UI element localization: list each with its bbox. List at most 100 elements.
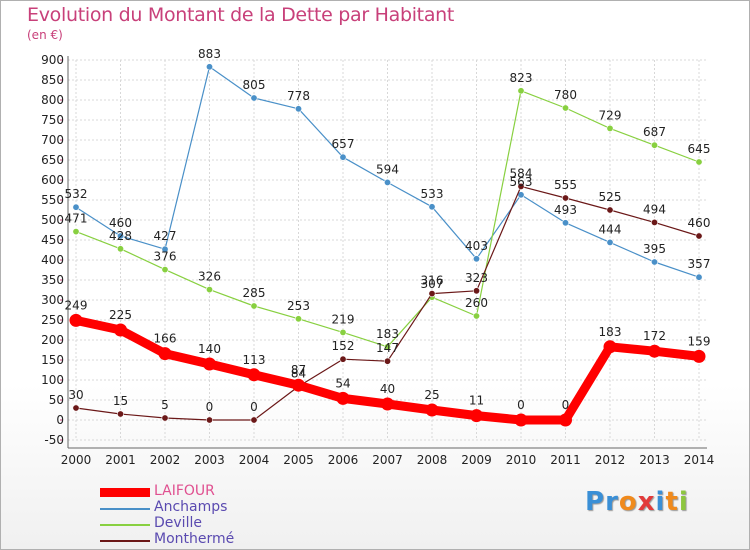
data-label: 316 [421, 274, 444, 288]
data-point [650, 218, 658, 226]
data-point [470, 409, 483, 423]
data-label: 493 [554, 203, 577, 217]
data-point [606, 238, 614, 246]
x-tick-label: 2007 [372, 453, 403, 467]
x-tick-label: 2012 [595, 453, 626, 467]
y-tick-label: 750 [41, 113, 64, 127]
data-label: 460 [688, 216, 711, 230]
data-point [206, 63, 214, 71]
x-tick-label: 2011 [550, 453, 581, 467]
data-point [561, 219, 569, 227]
logo-letter: P [585, 487, 606, 517]
data-label: 183 [599, 325, 622, 339]
y-tick-label: 200 [41, 333, 64, 347]
data-label: 471 [65, 212, 88, 226]
y-tick-label: 550 [41, 193, 64, 207]
data-point [161, 414, 169, 422]
data-point [250, 94, 258, 102]
data-point [606, 206, 614, 214]
x-tick-label: 2014 [684, 453, 715, 467]
logo-letter: i [678, 487, 689, 517]
logo-letter: i [655, 487, 666, 517]
y-tick-label: 250 [41, 313, 64, 327]
x-tick-label: 2004 [239, 453, 270, 467]
y-tick-label: 400 [41, 253, 64, 267]
legend-label: LAIFOUR [154, 483, 215, 499]
data-label: 525 [599, 190, 622, 204]
data-point [648, 344, 661, 358]
data-label: 563 [510, 175, 533, 189]
data-point [383, 357, 391, 365]
y-tick-label: 600 [41, 173, 64, 187]
series-layer [69, 63, 706, 427]
data-point [72, 203, 80, 211]
chart-title: Evolution du Montant de la Dette par Hab… [27, 4, 455, 26]
data-label: 307 [421, 277, 444, 291]
data-point [247, 368, 261, 382]
data-label: 780 [554, 88, 577, 102]
y-tick-label: 850 [41, 73, 64, 87]
logo-letter: t [665, 487, 679, 517]
data-point [692, 349, 706, 363]
data-label: 533 [421, 187, 444, 201]
data-point [117, 410, 125, 418]
y-tick-label: 900 [41, 53, 64, 67]
data-label: 253 [287, 299, 310, 313]
data-label: 494 [643, 202, 666, 216]
data-label: 657 [332, 137, 355, 151]
logo-letter: x [637, 487, 656, 517]
data-point [428, 203, 436, 211]
data-label: 444 [599, 222, 622, 236]
data-label: 140 [198, 342, 221, 356]
data-label: 823 [510, 71, 533, 85]
data-point [383, 343, 391, 351]
data-point [517, 87, 525, 95]
data-label: 166 [154, 332, 177, 346]
data-point [72, 404, 80, 412]
data-point [514, 413, 528, 427]
data-point [294, 105, 302, 113]
x-tick-label: 2003 [194, 453, 225, 467]
data-label: 532 [65, 187, 88, 201]
data-point [69, 313, 83, 327]
data-label: 0 [517, 398, 525, 412]
legend-swatch [100, 508, 150, 510]
data-label: 285 [243, 286, 266, 300]
data-label: 159 [688, 334, 711, 348]
data-label: 219 [332, 312, 355, 326]
y-tick-label: 500 [41, 213, 64, 227]
y-tick-label: 100 [41, 373, 64, 387]
data-point [292, 378, 305, 392]
data-point [117, 232, 125, 240]
y-tick-label: 800 [41, 93, 64, 107]
data-point [559, 413, 572, 427]
data-label: 584 [510, 166, 533, 180]
data-label: 687 [643, 125, 666, 139]
data-label: 428 [109, 229, 132, 243]
x-tick-label: 2002 [150, 453, 181, 467]
data-point [695, 158, 703, 166]
data-label: 87 [291, 363, 306, 377]
data-point [695, 273, 703, 281]
legend-swatch [100, 524, 150, 526]
y-tick-label: -50 [44, 433, 64, 447]
data-label: 883 [198, 47, 221, 61]
data-label: 395 [643, 242, 666, 256]
data-point [339, 153, 347, 161]
data-point [383, 178, 391, 186]
data-point [203, 357, 216, 371]
logo-letter: o [618, 487, 638, 517]
data-label: 0 [562, 398, 570, 412]
data-label: 54 [335, 376, 350, 390]
data-point [72, 228, 80, 236]
data-labels: 532 460 427 883 805 778 657 594 533 403 563 493 444 3… [65, 47, 711, 414]
x-tick-label: 2005 [283, 453, 314, 467]
data-label: 225 [109, 308, 132, 322]
data-label: 555 [554, 178, 577, 192]
data-label: 84 [291, 366, 306, 380]
legend-label: Monthermé [154, 531, 235, 547]
data-point [206, 286, 214, 294]
data-point [428, 290, 436, 298]
